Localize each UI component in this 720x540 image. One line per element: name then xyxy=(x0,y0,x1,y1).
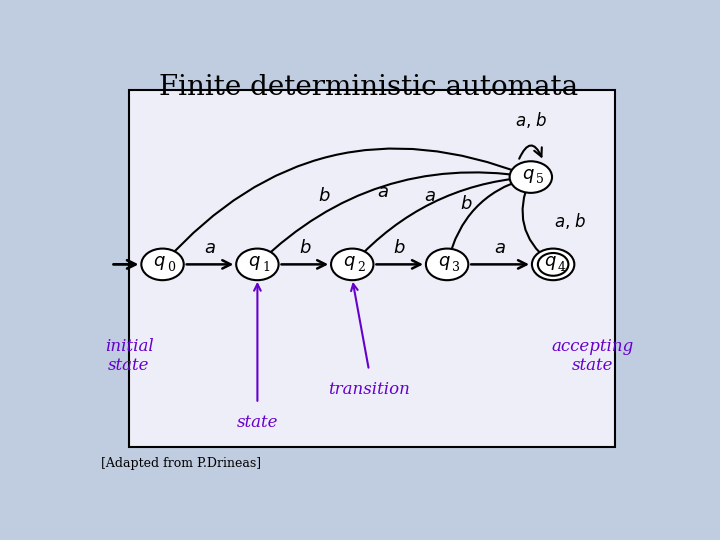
Circle shape xyxy=(538,253,568,276)
Text: [Adapted from P.Drineas]: [Adapted from P.Drineas] xyxy=(101,457,261,470)
Text: 5: 5 xyxy=(536,173,544,186)
Text: transition: transition xyxy=(328,381,410,397)
Text: $\it{a}$: $\it{a}$ xyxy=(494,239,506,256)
Circle shape xyxy=(331,248,374,280)
Text: $\it{a}$, $\it{b}$: $\it{a}$, $\it{b}$ xyxy=(554,211,586,231)
FancyArrowPatch shape xyxy=(519,145,541,159)
FancyBboxPatch shape xyxy=(129,90,615,447)
Circle shape xyxy=(426,248,468,280)
Text: $q$: $q$ xyxy=(153,254,166,272)
Text: accepting
state: accepting state xyxy=(551,338,634,374)
Text: 1: 1 xyxy=(262,261,270,274)
Text: Finite deterministic automata: Finite deterministic automata xyxy=(159,74,579,101)
FancyArrowPatch shape xyxy=(164,148,526,262)
Circle shape xyxy=(532,248,575,280)
Text: $q$: $q$ xyxy=(522,167,534,185)
Circle shape xyxy=(510,161,552,193)
Text: 3: 3 xyxy=(452,261,460,274)
FancyArrowPatch shape xyxy=(259,171,526,262)
Text: state: state xyxy=(237,414,278,431)
Text: $\it{b}$: $\it{b}$ xyxy=(460,195,473,213)
Text: $q$: $q$ xyxy=(343,254,356,272)
Text: 2: 2 xyxy=(357,261,365,274)
FancyArrowPatch shape xyxy=(448,177,526,262)
FancyArrowPatch shape xyxy=(523,180,549,261)
Text: $\it{a}$: $\it{a}$ xyxy=(425,187,436,205)
Text: $q$: $q$ xyxy=(248,254,261,272)
Text: $\it{b}$: $\it{b}$ xyxy=(318,187,330,205)
Text: $q$: $q$ xyxy=(438,254,451,272)
FancyArrowPatch shape xyxy=(354,174,526,262)
Text: $\it{a}$: $\it{a}$ xyxy=(377,183,389,201)
Text: 0: 0 xyxy=(168,261,176,274)
Text: $\it{a}$, $\it{b}$: $\it{a}$, $\it{b}$ xyxy=(515,110,547,130)
Text: $q$: $q$ xyxy=(544,254,557,272)
Text: $\it{b}$: $\it{b}$ xyxy=(299,239,311,256)
Circle shape xyxy=(141,248,184,280)
Text: $\it{b}$: $\it{b}$ xyxy=(393,239,406,256)
Text: $\it{a}$: $\it{a}$ xyxy=(204,239,216,256)
Text: 4: 4 xyxy=(558,261,566,274)
Circle shape xyxy=(236,248,279,280)
Text: initial
state: initial state xyxy=(104,338,153,374)
